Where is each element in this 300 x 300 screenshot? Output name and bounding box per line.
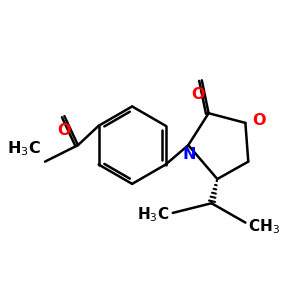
Text: N: N (182, 147, 196, 162)
Text: H$_3$C: H$_3$C (136, 206, 169, 224)
Text: H$_3$C: H$_3$C (8, 139, 41, 158)
Text: O: O (191, 87, 205, 102)
Text: O: O (58, 123, 71, 138)
Text: CH$_3$: CH$_3$ (248, 217, 280, 236)
Text: O: O (252, 113, 266, 128)
